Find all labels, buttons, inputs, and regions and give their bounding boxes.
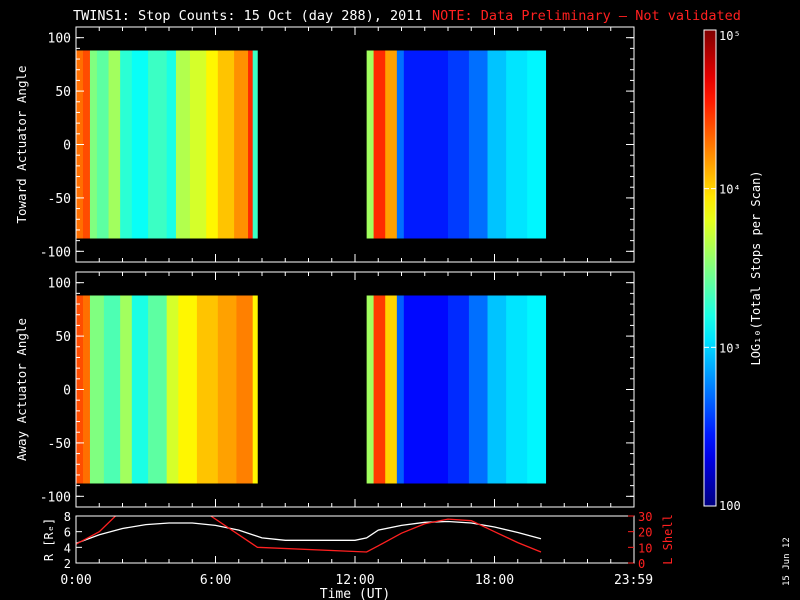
heatmap-band [468,50,488,239]
y-tick-label: -100 [40,245,71,260]
heatmap-band [148,295,168,484]
y-tick-label-right: 0 [638,557,645,571]
heatmap-band [248,50,254,239]
x-tick-label: 0:00 [60,573,91,588]
y-tick-label-right: 10 [638,541,652,555]
heatmap-band [189,50,207,239]
y-tick-label-left: 6 [64,526,71,540]
heatmap-band [527,50,547,239]
y-axis-label-right: L Shell [661,514,675,565]
heatmap-band [103,295,121,484]
heatmap-band [131,295,149,484]
y-axis-label: Toward Actuator Angle [14,65,29,223]
heatmap-band [178,295,198,484]
y-axis-label-left: R [Rₑ] [42,518,56,561]
heatmap-band [166,295,179,484]
heatmap-band [506,50,528,239]
y-tick-label-right: 20 [638,526,652,540]
data-segment [76,295,258,484]
heatmap-band [385,295,398,484]
heatmap-band [175,50,191,239]
preliminary-note: NOTE: Data Preliminary – Not validated [432,8,741,24]
y-tick-label: -100 [40,490,71,505]
figure-title: TWINS1: Stop Counts: 15 Oct (day 288), 2… [73,8,423,24]
heatmap-band [148,50,168,239]
r-distance-line [76,520,542,545]
data-segment [366,50,547,239]
heatmap-band [487,50,507,239]
colorbar-tick-label: 10³ [719,341,741,355]
colorbar-tick-label: 10⁵ [719,29,741,43]
heatmap-band [108,50,121,239]
y-tick-label: 0 [63,139,71,154]
heatmap-band [506,295,528,484]
heatmap-band [252,295,258,484]
y-tick-label: 0 [63,384,71,399]
heatmap-band [217,295,237,484]
colorbar-tick-label: 100 [719,499,741,513]
y-tick-label: 100 [48,277,71,292]
heatmap-band [217,50,235,239]
x-tick-label: 18:00 [475,573,514,588]
heatmap-band [252,50,258,239]
heatmap-band [468,295,488,484]
heatmap-band [487,295,507,484]
y-axis-label: Away Actuator Angle [14,318,29,461]
heatmap-band [366,295,375,484]
y-tick-label: 50 [55,330,71,345]
x-tick-label: 23:59 [614,573,653,588]
heatmap-band [373,50,386,239]
heatmap-band [373,295,386,484]
heatmap-band [120,50,133,239]
heatmap-band [82,295,91,484]
colorbar: 10⁵ 10⁴ 10³ 100 LOG₁₀(Total Stops per Scan) [703,29,763,513]
colorbar-tick-label: 10⁴ [719,183,741,197]
data-segment [366,295,547,484]
y-tick-label-left: 2 [64,557,71,571]
heatmap-band [403,295,449,484]
data-segment [76,50,258,239]
x-tick-label: 6:00 [200,573,231,588]
x-axis-label: Time (UT) [320,587,390,600]
y-tick-label-right: 30 [638,510,652,524]
heatmap-band [448,50,470,239]
heatmap-band [89,50,98,239]
y-tick-label: -50 [48,192,71,207]
heatmap-band [89,295,105,484]
y-tick-label: -50 [48,437,71,452]
heatmap-band [403,50,449,239]
colorbar-label: LOG₁₀(Total Stops per Scan) [749,170,763,365]
heatmap-band [385,50,398,239]
away-angle-panel: 100 50 0 -50 -100 Away Actuator Angle [14,271,635,508]
heatmap-band [120,295,133,484]
colorbar-ramp [703,29,717,507]
heatmap-band [96,50,109,239]
heatmap-band [448,295,470,484]
toward-angle-panel: 100 50 0 -50 -100 Toward Actuator Angle [14,26,635,263]
heatmap-band [166,50,177,239]
heatmap-band [396,50,405,239]
l-shell-line [76,516,542,553]
y-tick-label-left: 8 [64,510,71,524]
heatmap-band [366,50,375,239]
heatmap-band [196,295,219,484]
x-tick-label: 12:00 [335,573,374,588]
heatmap-band [396,295,405,484]
heatmap-band [82,50,91,239]
heatmap-band [236,295,254,484]
heatmap-band [527,295,547,484]
date-stamp: 15 Jun 12 [782,537,792,586]
heatmap-band [234,50,249,239]
heatmap-band [131,50,149,239]
y-tick-label: 100 [48,32,71,47]
y-tick-label-left: 4 [64,541,71,555]
heatmap-band [206,50,219,239]
y-tick-label: 50 [55,85,71,100]
